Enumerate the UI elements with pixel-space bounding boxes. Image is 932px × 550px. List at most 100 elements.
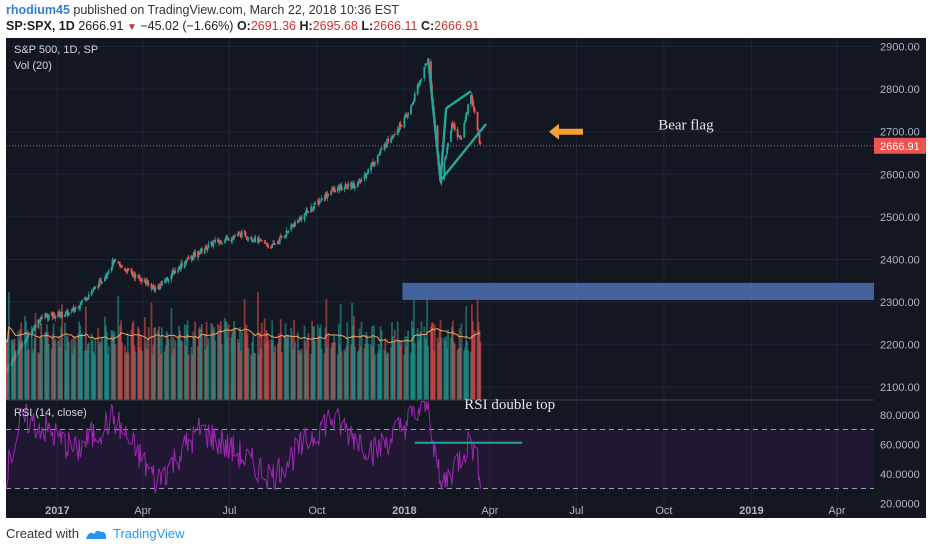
volume-bar bbox=[297, 350, 300, 400]
candle-body bbox=[98, 281, 101, 287]
volume-bar bbox=[326, 346, 329, 400]
candle-body bbox=[393, 133, 396, 135]
close-value: 2666.91 bbox=[434, 19, 480, 33]
volume-bar bbox=[292, 349, 295, 400]
candle-body bbox=[254, 236, 256, 243]
volume-bar bbox=[81, 334, 83, 400]
candle-body bbox=[238, 233, 241, 235]
candle-body bbox=[450, 123, 453, 130]
volume-bar bbox=[237, 339, 239, 400]
candle-body bbox=[119, 264, 121, 266]
candle-body bbox=[443, 161, 446, 179]
candle-body bbox=[106, 273, 109, 276]
candle-body bbox=[80, 301, 83, 305]
candle-body bbox=[390, 138, 392, 143]
volume-bar bbox=[314, 340, 316, 400]
candle-body bbox=[177, 269, 179, 272]
tradingview-link[interactable]: TradingView bbox=[112, 526, 185, 541]
candle-body bbox=[237, 233, 239, 237]
volume-bar bbox=[38, 353, 41, 400]
candle-body bbox=[400, 126, 403, 128]
candle-body bbox=[40, 317, 43, 320]
volume-bar bbox=[246, 334, 249, 400]
candle-body bbox=[411, 105, 413, 107]
volume-bar bbox=[172, 336, 175, 400]
volume-bar bbox=[137, 326, 140, 400]
candle-body bbox=[464, 120, 467, 122]
volume-bar bbox=[110, 330, 113, 400]
candle-body bbox=[57, 312, 60, 317]
open-value: 2691.36 bbox=[250, 19, 297, 33]
rsi-double-top-label: RSI double top bbox=[464, 397, 555, 413]
volume-bar bbox=[478, 329, 481, 400]
flag-lower-line bbox=[439, 123, 488, 182]
candle-body bbox=[405, 114, 408, 116]
candle-body bbox=[84, 297, 86, 300]
volume-bar bbox=[171, 352, 174, 400]
volume-bar bbox=[265, 330, 268, 400]
candle-body bbox=[396, 129, 399, 135]
candle-body bbox=[171, 271, 174, 276]
volume-bar bbox=[146, 349, 149, 400]
volume-bar bbox=[376, 352, 379, 400]
volume-bar bbox=[27, 349, 30, 400]
candle-body bbox=[345, 184, 348, 189]
candle-body bbox=[446, 147, 449, 154]
price-tick-4: 2500.00 bbox=[880, 212, 920, 224]
candle-body bbox=[134, 274, 137, 279]
candle-body bbox=[226, 237, 229, 239]
candle-body bbox=[290, 224, 293, 230]
candle-body bbox=[447, 142, 449, 147]
volume-bar bbox=[320, 348, 323, 400]
price-chart[interactable]: Bear flag RSI double top S&P 500, 1D, SP… bbox=[6, 38, 926, 518]
volume-bar bbox=[286, 334, 289, 400]
volume-bar bbox=[439, 320, 442, 400]
volume-bar bbox=[117, 295, 120, 400]
volume-bar bbox=[467, 350, 469, 400]
volume-bar bbox=[101, 336, 103, 400]
author-link[interactable]: rhodium45 bbox=[6, 3, 70, 17]
volume-bar bbox=[80, 333, 83, 400]
candle-body bbox=[166, 278, 169, 280]
candle-body bbox=[204, 245, 207, 249]
candle-body bbox=[244, 231, 247, 237]
volume-bar bbox=[403, 354, 406, 400]
candle-body bbox=[71, 308, 74, 311]
candle-body bbox=[146, 279, 149, 284]
candle-body bbox=[218, 241, 220, 244]
candle-body bbox=[386, 138, 389, 147]
candle-body bbox=[131, 272, 134, 275]
volume-bar bbox=[39, 336, 42, 400]
time-tick-5: Apr bbox=[481, 505, 498, 517]
volume-bar bbox=[356, 352, 359, 400]
volume-bar bbox=[399, 344, 402, 400]
candle-body bbox=[211, 242, 214, 246]
volume-bar bbox=[473, 330, 476, 400]
candle-body bbox=[67, 312, 70, 316]
volume-bar bbox=[412, 297, 415, 400]
candle-body bbox=[161, 280, 163, 286]
volume-bar bbox=[267, 340, 270, 400]
candle-body bbox=[357, 181, 360, 183]
time-tick-1: Apr bbox=[134, 505, 151, 517]
volume-bar bbox=[107, 346, 110, 400]
volume-bar bbox=[186, 320, 189, 400]
volume-bar bbox=[197, 346, 199, 400]
candle-body bbox=[399, 123, 402, 127]
volume-bar bbox=[252, 333, 255, 400]
candle-body bbox=[356, 182, 359, 188]
candle-body bbox=[186, 257, 189, 260]
volume-bar bbox=[243, 299, 246, 400]
volume-bar bbox=[185, 325, 188, 400]
candle-body bbox=[132, 273, 135, 276]
candle-body bbox=[323, 198, 326, 200]
candle-body bbox=[258, 238, 261, 240]
candle-body bbox=[265, 243, 268, 245]
volume-bar bbox=[377, 343, 380, 400]
volume-bar bbox=[159, 337, 161, 400]
volume-bar bbox=[257, 292, 259, 400]
candle-body bbox=[306, 210, 309, 212]
candle-body bbox=[365, 175, 368, 179]
candle-body bbox=[33, 325, 36, 331]
candle-body bbox=[373, 162, 376, 165]
